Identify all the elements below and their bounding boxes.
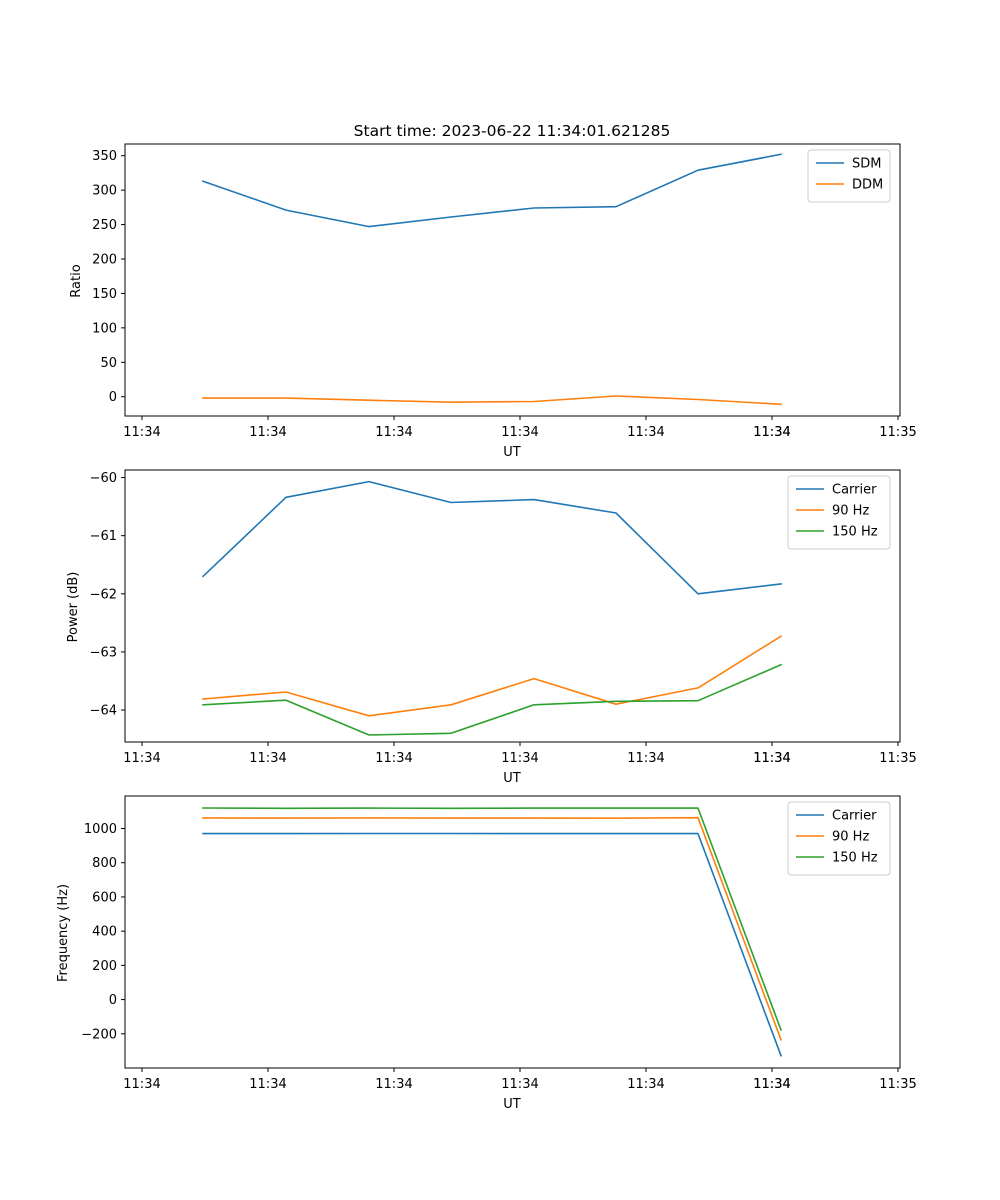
- y-axis-label: Power (dB): [66, 572, 81, 643]
- x-tick-label: 11:34: [375, 1077, 412, 1092]
- legend-entry: 90 Hz: [832, 830, 869, 845]
- power-chart-panel: UT Power (dB) 11:34 11:34 11:34 11:34 11:34 1…: [66, 469, 917, 786]
- x-tick-label: 11:34: [627, 751, 664, 766]
- x-tick-label: 11:34: [501, 425, 538, 440]
- legend-entry: 90 Hz: [832, 504, 869, 519]
- y-tick-label: 0: [109, 390, 117, 405]
- y-tick-label: 300: [92, 184, 117, 199]
- legend-entry: Carrier: [832, 483, 877, 498]
- y-tick-label: −61: [90, 529, 117, 544]
- x-tick-label: 11:34: [753, 1077, 790, 1092]
- y-tick-label: 150: [92, 287, 117, 302]
- frequency-chart-panel: UT Frequency (Hz) 11:34 11:34 11:34 11:34 11…: [56, 795, 917, 1112]
- legend: Carrier 90 Hz 150 Hz: [787, 801, 891, 876]
- y-tick-label: 350: [92, 149, 117, 164]
- series-line-150-hz: [202, 663, 783, 736]
- legend: Carrier 90 Hz 150 Hz: [787, 475, 891, 550]
- legend-entry: 150 Hz: [832, 851, 878, 866]
- y-tick-label: 0: [109, 993, 117, 1008]
- x-tick-label: 11:34: [375, 751, 412, 766]
- x-tick-label: 11:34: [123, 425, 160, 440]
- plot-area-frame: [124, 795, 901, 1069]
- y-tick-label: −63: [90, 645, 117, 660]
- x-tick-label: 11:35: [879, 1077, 916, 1092]
- y-tick-label: 200: [92, 252, 117, 267]
- y-tick-label: 100: [92, 321, 117, 336]
- y-tick-label: −62: [90, 587, 117, 602]
- y-tick-label: 50: [100, 356, 117, 371]
- ratio-chart-panel: Start time: 2023-06-22 11:34:01.621285 U…: [69, 122, 917, 460]
- y-tick-label: −64: [90, 704, 117, 719]
- x-tick-label: 11:34: [627, 1077, 664, 1092]
- series-line-150-hz: [202, 807, 783, 1032]
- x-tick-label: 11:34: [249, 751, 286, 766]
- legend-entry: 150 Hz: [832, 525, 878, 540]
- series-line-90-hz: [202, 635, 783, 717]
- y-tick-label: 600: [92, 890, 117, 905]
- plot-area-frame: [124, 143, 901, 417]
- plot-area-frame: [124, 469, 901, 743]
- y-tick-label: 400: [92, 925, 117, 940]
- series-line-carrier: [202, 832, 783, 1057]
- series-line-sdm: [201, 153, 782, 228]
- x-tick-label: 11:34: [123, 1077, 160, 1092]
- y-axis-label: Frequency (Hz): [56, 884, 71, 982]
- y-tick-label: 800: [92, 856, 117, 871]
- x-tick-label: 11:34: [753, 751, 790, 766]
- legend: SDM DDM: [807, 149, 891, 203]
- y-tick-label: −200: [81, 1027, 117, 1042]
- x-tick-label: 11:34: [375, 425, 412, 440]
- x-tick-label: 11:34: [753, 425, 790, 440]
- y-tick-label: 250: [92, 218, 117, 233]
- series-line-ddm: [202, 395, 782, 406]
- x-axis-label: UT: [503, 1097, 521, 1112]
- legend-entry: Carrier: [832, 809, 877, 824]
- x-tick-label: 11:34: [249, 425, 286, 440]
- x-tick-label: 11:34: [753, 1077, 790, 1092]
- legend-entry: SDM: [852, 157, 881, 172]
- chart-title: Start time: 2023-06-22 11:34:01.621285: [354, 122, 671, 140]
- y-tick-label: −60: [90, 471, 117, 486]
- x-tick-label: 11:34: [501, 1077, 538, 1092]
- series-line-90-hz: [202, 816, 783, 1041]
- x-tick-label: 11:35: [879, 751, 916, 766]
- y-tick-label: 200: [92, 959, 117, 974]
- legend-entry: DDM: [852, 178, 883, 193]
- x-tick-label: 11:34: [249, 1077, 286, 1092]
- x-tick-label: 11:34: [753, 425, 790, 440]
- x-tick-label: 11:35: [879, 425, 916, 440]
- x-tick-label: 11:34: [627, 425, 664, 440]
- x-tick-label: 11:34: [501, 751, 538, 766]
- series-line-carrier: [201, 480, 782, 595]
- x-axis-label: UT: [503, 771, 521, 786]
- x-axis-label: UT: [503, 445, 521, 460]
- y-tick-label: 1000: [84, 822, 117, 837]
- x-tick-label: 11:34: [753, 751, 790, 766]
- x-tick-label: 11:34: [123, 751, 160, 766]
- y-axis-label: Ratio: [69, 264, 84, 297]
